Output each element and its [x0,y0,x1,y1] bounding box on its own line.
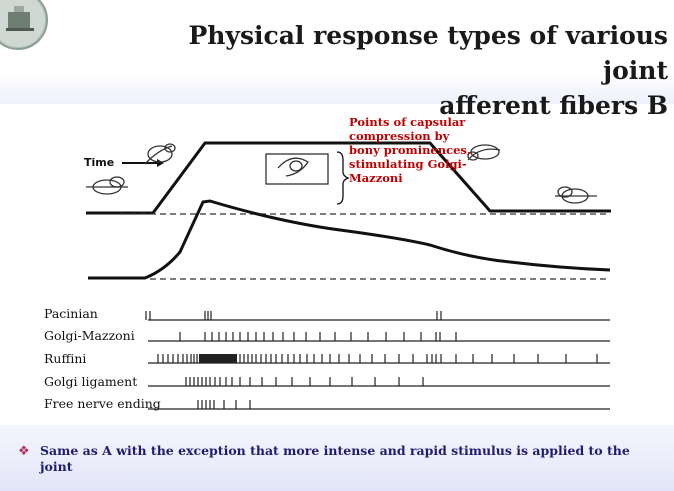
label-golgi-ligament: Golgi ligament [44,374,138,389]
golgi-mazzoni-trace [148,332,610,342]
label-ruffini: Ruffini [44,351,87,366]
time-label: Time [84,156,115,169]
label-pacinian: Pacinian [44,306,98,321]
joint-sketch-icon [467,144,501,161]
joint-sketch-icon [555,186,597,204]
label-golgi-mazzoni: Golgi-Mazzoni [44,328,135,343]
ruffini-trace [148,354,610,364]
bullet-icon: ❖ [18,444,30,459]
bracket [336,151,350,205]
golgi-ligament-trace [148,377,610,387]
page-title: Physical response types of various joint… [148,18,668,123]
response-trace [88,199,611,280]
joint-sketch-icon [265,153,329,185]
annotation-text: Points of capsular compression by bony p… [349,115,471,185]
joint-sketch-icon [86,176,128,195]
bullet-text: Same as A with the exception that more i… [40,443,630,474]
label-free-nerve-ending: Free nerve ending [44,396,161,411]
time-arrow-head [157,159,164,167]
joint-sketch-icon [144,143,176,165]
pacinian-trace [145,311,610,321]
footer-band [0,425,674,491]
header-band [0,0,674,104]
title-line-1: Physical response types of various joint [188,21,668,85]
title-line-2: afferent fibers B [439,91,668,120]
free-nerve-ending-trace [148,400,610,410]
stimulus-trace [86,141,611,215]
